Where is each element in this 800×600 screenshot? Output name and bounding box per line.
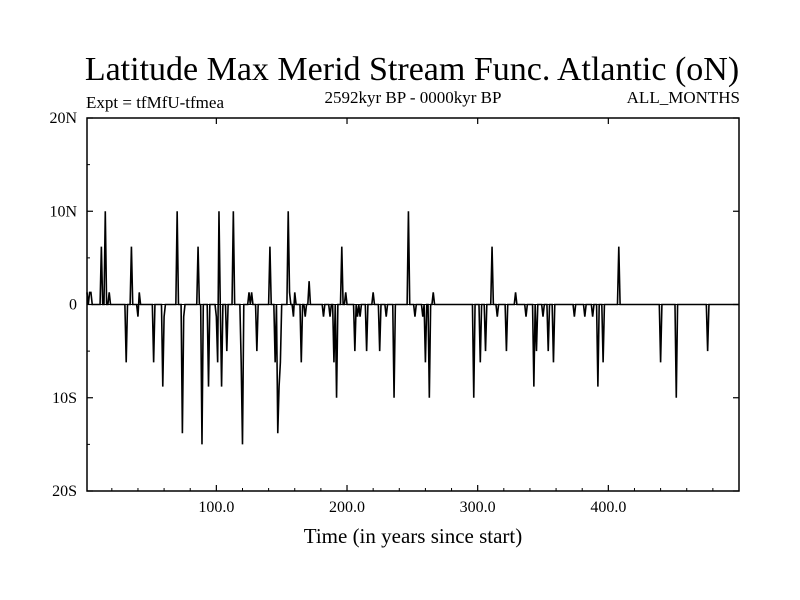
y-tick-label: 0 xyxy=(69,297,77,314)
x-tick-label: 300.0 xyxy=(460,499,496,516)
y-tick-label: 10S xyxy=(52,390,77,407)
y-tick-label: 20S xyxy=(52,483,77,500)
y-tick-label: 10N xyxy=(49,203,77,220)
x-tick-label: 100.0 xyxy=(198,499,234,516)
experiment-label: Expt = tfMfU-tfmea xyxy=(86,93,224,112)
months-label: ALL_MONTHS xyxy=(627,88,740,107)
x-tick-label: 400.0 xyxy=(590,499,626,516)
y-axis: 20S 10S 0 10N 20N xyxy=(49,110,739,500)
chart-title: Latitude Max Merid Stream Func. Atlantic… xyxy=(85,51,739,88)
y-tick-label: 20N xyxy=(49,110,77,127)
x-tick-label: 200.0 xyxy=(329,499,365,516)
series-line xyxy=(86,211,739,445)
x-axis-label: Time (in years since start) xyxy=(304,524,523,548)
time-range-label: 2592kyr BP - 0000kyr BP xyxy=(325,88,502,107)
x-axis: 100.0 200.0 300.0 400.0 xyxy=(111,118,714,516)
